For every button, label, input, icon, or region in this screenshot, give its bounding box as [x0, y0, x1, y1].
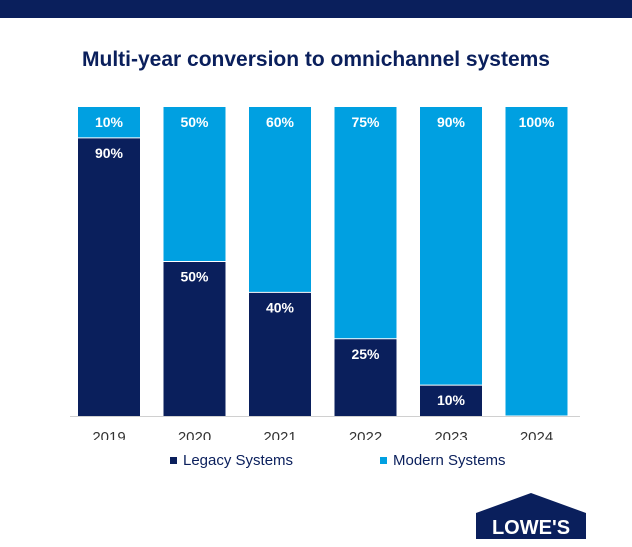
- legend-swatch-modern: [380, 457, 387, 464]
- data-label-modern-2019: 10%: [95, 114, 124, 130]
- bar-legacy-2019: [78, 137, 140, 416]
- x-tick-label-2021: 2021: [263, 429, 296, 440]
- legend-item-modern: Modern Systems: [380, 452, 506, 469]
- legend-item-legacy: Legacy Systems: [170, 452, 293, 469]
- bar-modern-2023: [420, 107, 482, 386]
- bar-modern-2022: [334, 107, 397, 339]
- data-label-legacy-2021: 40%: [266, 299, 295, 315]
- x-tick-label-2023: 2023: [434, 429, 467, 440]
- bar-modern-2020: [163, 107, 226, 262]
- data-label-legacy-2023: 10%: [437, 392, 466, 408]
- bar-legacy-2021: [249, 292, 311, 416]
- data-label-legacy-2019: 90%: [95, 145, 124, 161]
- data-label-modern-2020: 50%: [180, 114, 209, 130]
- data-label-modern-2023: 90%: [437, 114, 466, 130]
- data-label-modern-2021: 60%: [266, 114, 295, 130]
- legend-swatch-legacy: [170, 457, 177, 464]
- x-tick-label-2022: 2022: [349, 429, 382, 440]
- legend: Legacy Systems Modern Systems: [0, 452, 632, 472]
- bar-legacy-2020: [163, 261, 226, 416]
- bar-legacy-2023: [420, 385, 482, 416]
- data-label-modern-2024: 100%: [519, 114, 555, 130]
- legend-label-modern: Modern Systems: [393, 452, 506, 469]
- data-label-legacy-2020: 50%: [180, 269, 209, 285]
- legend-label-legacy: Legacy Systems: [183, 452, 294, 469]
- lowes-logo: LOWE'S: [476, 493, 586, 539]
- bar-legacy-2022: [334, 338, 397, 416]
- bar-modern-2019: [78, 107, 140, 138]
- x-tick-label-2020: 2020: [178, 429, 211, 440]
- bar-modern-2021: [249, 107, 311, 293]
- x-tick-label-2019: 2019: [92, 429, 125, 440]
- data-label-modern-2022: 75%: [351, 114, 380, 130]
- logo-wordmark: LOWE'S: [492, 517, 570, 539]
- stacked-bar-chart: 90% 10% 2019 50% 50% 2020 40% 60% 2021 25% 75% 2022…: [70, 107, 580, 440]
- chart-title: Multi-year conversion to omnichannel sys…: [82, 48, 550, 71]
- header-band: [0, 0, 632, 18]
- bar-modern-2024: [505, 107, 568, 416]
- data-label-legacy-2022: 25%: [351, 346, 380, 362]
- x-tick-label-2024: 2024: [520, 429, 553, 440]
